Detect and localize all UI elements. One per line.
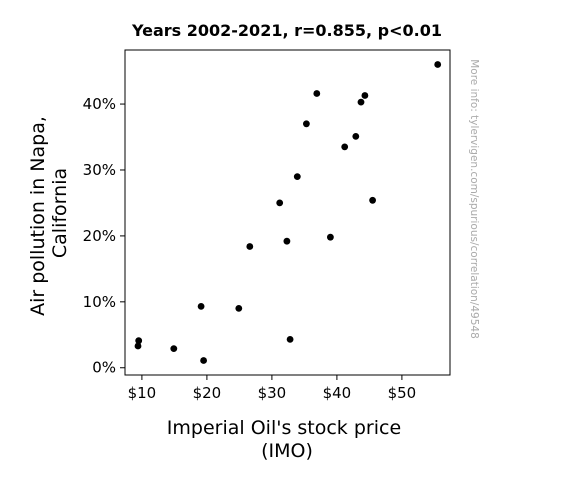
data-point-14 [327, 233, 334, 241]
x-tick-label-2: $20 [193, 384, 222, 402]
y-tick-label-3: 20% [83, 227, 116, 245]
data-point-19 [369, 196, 376, 204]
data-point-3 [170, 345, 178, 352]
y-tick-label-4: 30% [83, 161, 116, 179]
y-axis-ticks: 0% 10% 20% 30% 40% [83, 95, 125, 377]
data-point-5 [200, 357, 208, 364]
x-axis-label: Imperial Oil's stock price (IMO) [167, 417, 407, 462]
y-axis-label: Air pollution in Napa, California [27, 110, 71, 316]
data-point-20 [434, 61, 442, 68]
y-tick-label-5: 40% [83, 95, 116, 113]
y-axis-label-line-1: Air pollution in Napa, [27, 116, 49, 316]
data-point-6 [235, 305, 243, 312]
data-point-16 [352, 133, 360, 140]
data-point-17 [357, 98, 365, 106]
data-points [134, 61, 442, 364]
chart-title: Years 2002-2021, r=0.855, p<0.01 [131, 21, 442, 40]
data-point-12 [303, 120, 310, 128]
x-axis-label-line-2: (IMO) [261, 440, 313, 462]
y-axis-label-line-2: California [49, 168, 71, 258]
data-point-11 [293, 173, 301, 181]
source-watermark: More info: tylervigen.com/spurious/corre… [468, 59, 480, 339]
data-point-8 [276, 199, 284, 207]
y-tick-label-1: 0% [92, 359, 116, 377]
data-point-4 [197, 303, 205, 310]
data-point-18 [361, 92, 369, 99]
data-point-2 [134, 342, 142, 350]
x-tick-label-4: $40 [323, 384, 352, 402]
x-tick-label-3: $30 [258, 384, 287, 402]
x-axis-ticks: $10 $20 $30 $40 $50 [128, 375, 417, 402]
x-tick-label-5: $50 [388, 384, 417, 402]
data-point-15 [341, 143, 349, 151]
x-tick-label-1: $10 [128, 384, 157, 402]
data-point-13 [313, 90, 321, 97]
plot-area [124, 49, 451, 376]
data-point-7 [246, 243, 254, 250]
data-point-10 [286, 336, 294, 343]
y-tick-label-2: 10% [83, 293, 116, 311]
x-axis-label-line-1: Imperial Oil's stock price [167, 417, 401, 439]
data-point-1 [135, 337, 143, 345]
data-point-9 [283, 237, 291, 245]
plot-frame [124, 49, 451, 376]
